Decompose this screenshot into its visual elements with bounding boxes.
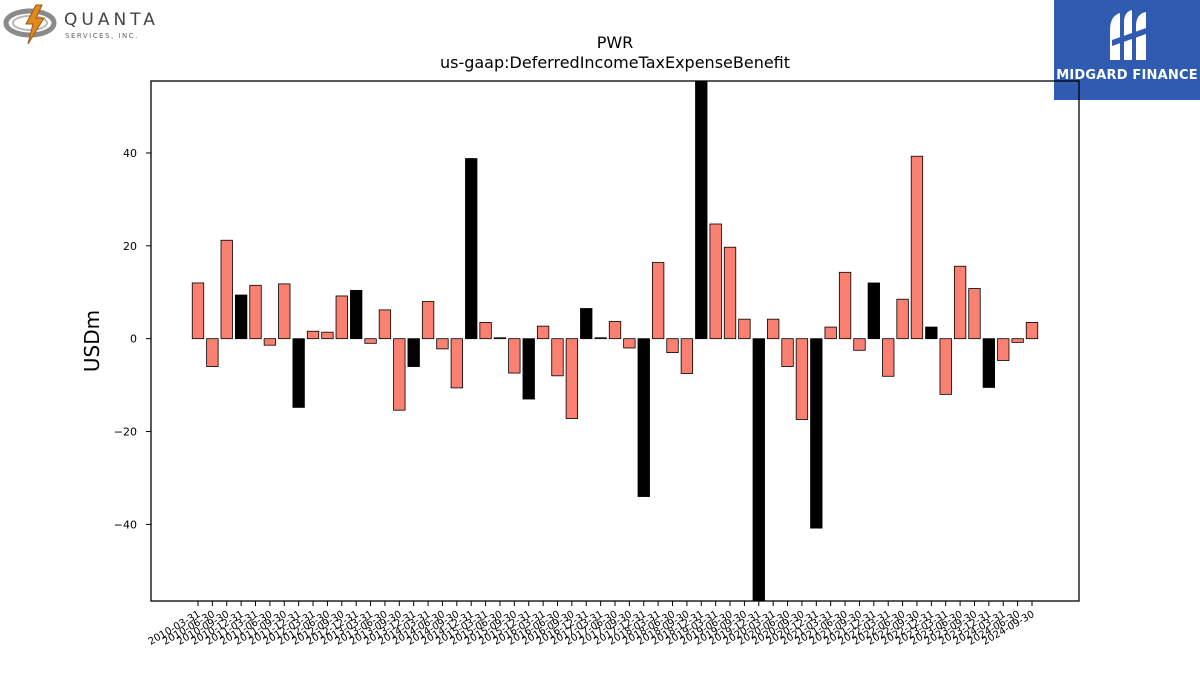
midgard-mark-icon bbox=[1110, 10, 1146, 60]
bar-2024-09-30 bbox=[1025, 322, 1039, 340]
x-axis: 2010-03-312010-06-302010-09-302010-12-31… bbox=[147, 601, 1037, 648]
bar-2015-09-30 bbox=[508, 338, 521, 374]
bar-2019-03-31 bbox=[709, 223, 722, 340]
bar-2019-06-30 bbox=[723, 246, 737, 340]
lightning-bolt-icon bbox=[25, 4, 45, 45]
bar-2020-12-31 bbox=[810, 338, 823, 529]
bar-2021-06-30 bbox=[838, 271, 852, 340]
bar-2012-09-30 bbox=[335, 295, 348, 340]
bar-2022-06-30 bbox=[896, 298, 909, 340]
quanta-logo-mark: QUANTA SERVICES, INC. bbox=[3, 4, 159, 45]
bar-2016-03-31 bbox=[536, 325, 550, 340]
bar-2012-06-30 bbox=[321, 331, 334, 340]
bar-2010-09-30 bbox=[220, 239, 233, 340]
bar-2013-03-31 bbox=[364, 338, 377, 344]
bar-2017-09-30 bbox=[623, 338, 636, 349]
bar-2024-06-30 bbox=[1011, 338, 1024, 343]
bar-2018-03-31 bbox=[651, 262, 665, 340]
bar-2019-09-30 bbox=[738, 318, 751, 340]
bar-2023-06-30 bbox=[953, 265, 967, 340]
logo-name: QUANTA bbox=[64, 10, 159, 30]
bar-2017-06-30 bbox=[608, 321, 622, 340]
bar-2010-03-31 bbox=[191, 282, 205, 340]
bar-2023-03-31 bbox=[939, 338, 952, 395]
bar-2023-09-30 bbox=[968, 288, 981, 340]
bar-2014-09-30 bbox=[450, 338, 463, 389]
y-axis-label: USDm bbox=[80, 310, 104, 372]
bar-2013-09-30 bbox=[393, 338, 406, 411]
bar-2022-12-31 bbox=[925, 326, 938, 340]
bar-2019-12-31 bbox=[752, 338, 765, 602]
bar-2021-12-31 bbox=[867, 282, 880, 340]
bar-2015-06-30 bbox=[493, 337, 507, 340]
midgard-logo: MIDGARD FINANCE bbox=[1054, 0, 1200, 100]
bar-2018-06-30 bbox=[666, 338, 679, 354]
bar-2014-06-30 bbox=[436, 338, 449, 350]
bar-2022-03-31 bbox=[882, 338, 895, 377]
bar-2012-03-31 bbox=[306, 330, 320, 340]
chart-title: PWR bbox=[597, 33, 634, 52]
bar-2010-12-31 bbox=[234, 294, 248, 340]
bar-2017-12-31 bbox=[637, 338, 650, 497]
bar-2014-12-31 bbox=[465, 158, 478, 340]
bar-2011-06-30 bbox=[263, 338, 277, 346]
bar-2016-09-30 bbox=[565, 338, 579, 419]
logo-subname: SERVICES, INC. bbox=[65, 32, 139, 40]
bar-2023-12-31 bbox=[982, 338, 996, 388]
bar-2013-06-30 bbox=[378, 309, 392, 340]
bar-2014-03-31 bbox=[421, 301, 435, 340]
bar-2016-12-31 bbox=[580, 308, 593, 340]
bar-2022-09-30 bbox=[910, 155, 924, 340]
bar-2013-12-31 bbox=[407, 338, 420, 367]
y-tick-label: 40 bbox=[123, 147, 137, 160]
bar-2021-03-31 bbox=[824, 326, 837, 340]
bar-2011-09-30 bbox=[278, 283, 291, 340]
y-tick-label: 0 bbox=[130, 333, 137, 346]
bar-2012-12-31 bbox=[350, 289, 363, 340]
bar-2020-09-30 bbox=[795, 338, 809, 420]
bar-2021-09-30 bbox=[853, 338, 866, 351]
bar-2018-09-30 bbox=[680, 338, 694, 374]
bar-2018-12-31 bbox=[695, 80, 708, 340]
bar-2017-03-31 bbox=[594, 337, 607, 340]
quanta-logo: QUANTA SERVICES, INC. bbox=[0, 0, 160, 50]
bars-group bbox=[191, 80, 1039, 602]
chart-subtitle: us-gaap:DeferredIncomeTaxExpenseBenefit bbox=[440, 53, 790, 72]
y-tick-label: −40 bbox=[114, 518, 137, 531]
y-tick-label: 20 bbox=[123, 240, 137, 253]
bar-2024-03-31 bbox=[997, 338, 1010, 361]
y-axis: −40 −20 0 20 40 bbox=[114, 147, 151, 531]
midgard-brand-name: MIDGARD FINANCE bbox=[1056, 68, 1198, 83]
y-tick-label: −20 bbox=[114, 426, 137, 439]
bar-2015-12-31 bbox=[522, 338, 535, 400]
bar-2020-06-30 bbox=[781, 338, 794, 367]
bar-2011-12-31 bbox=[292, 338, 305, 408]
bar-2011-03-31 bbox=[249, 284, 262, 340]
bar-2016-06-30 bbox=[551, 338, 564, 377]
bar-2010-06-30 bbox=[206, 338, 219, 367]
bar-2015-03-31 bbox=[479, 322, 492, 340]
bar-2020-03-31 bbox=[767, 318, 780, 340]
